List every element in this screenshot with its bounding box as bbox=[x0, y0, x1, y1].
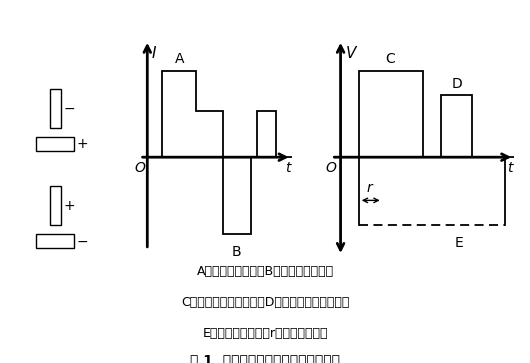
Text: 图 1  脉冲变极性弧焼电流及控制波形: 图 1 脉冲变极性弧焼电流及控制波形 bbox=[190, 353, 340, 363]
Text: D: D bbox=[451, 77, 462, 91]
Text: $t$: $t$ bbox=[507, 161, 515, 175]
Text: $r$: $r$ bbox=[366, 181, 375, 195]
Text: $I$: $I$ bbox=[151, 45, 157, 61]
Text: $O$: $O$ bbox=[134, 161, 146, 175]
Bar bbox=[37, 137, 74, 151]
Text: $O$: $O$ bbox=[325, 161, 338, 175]
Text: $+$: $+$ bbox=[76, 137, 89, 151]
Text: B: B bbox=[232, 245, 242, 259]
Text: C：直流正接控制脉冲；D：直流反接控制脉冲；: C：直流正接控制脉冲；D：直流反接控制脉冲； bbox=[181, 296, 349, 309]
Text: A: A bbox=[174, 52, 184, 66]
Text: E: E bbox=[455, 236, 464, 250]
Text: A：直流正接脉冲；B：直流反接脉冲；: A：直流正接脉冲；B：直流反接脉冲； bbox=[197, 265, 333, 278]
Text: $-$: $-$ bbox=[76, 234, 89, 248]
Text: E：光谱触发信号；r：触发延迟时间: E：光谱触发信号；r：触发延迟时间 bbox=[202, 327, 328, 340]
Text: $V$: $V$ bbox=[345, 45, 358, 61]
Text: $-$: $-$ bbox=[63, 101, 75, 115]
Text: $+$: $+$ bbox=[63, 199, 75, 212]
Text: C: C bbox=[385, 52, 395, 66]
Bar bbox=[49, 89, 61, 128]
Text: $t$: $t$ bbox=[285, 161, 293, 175]
Bar bbox=[49, 186, 61, 225]
Bar bbox=[37, 234, 74, 248]
